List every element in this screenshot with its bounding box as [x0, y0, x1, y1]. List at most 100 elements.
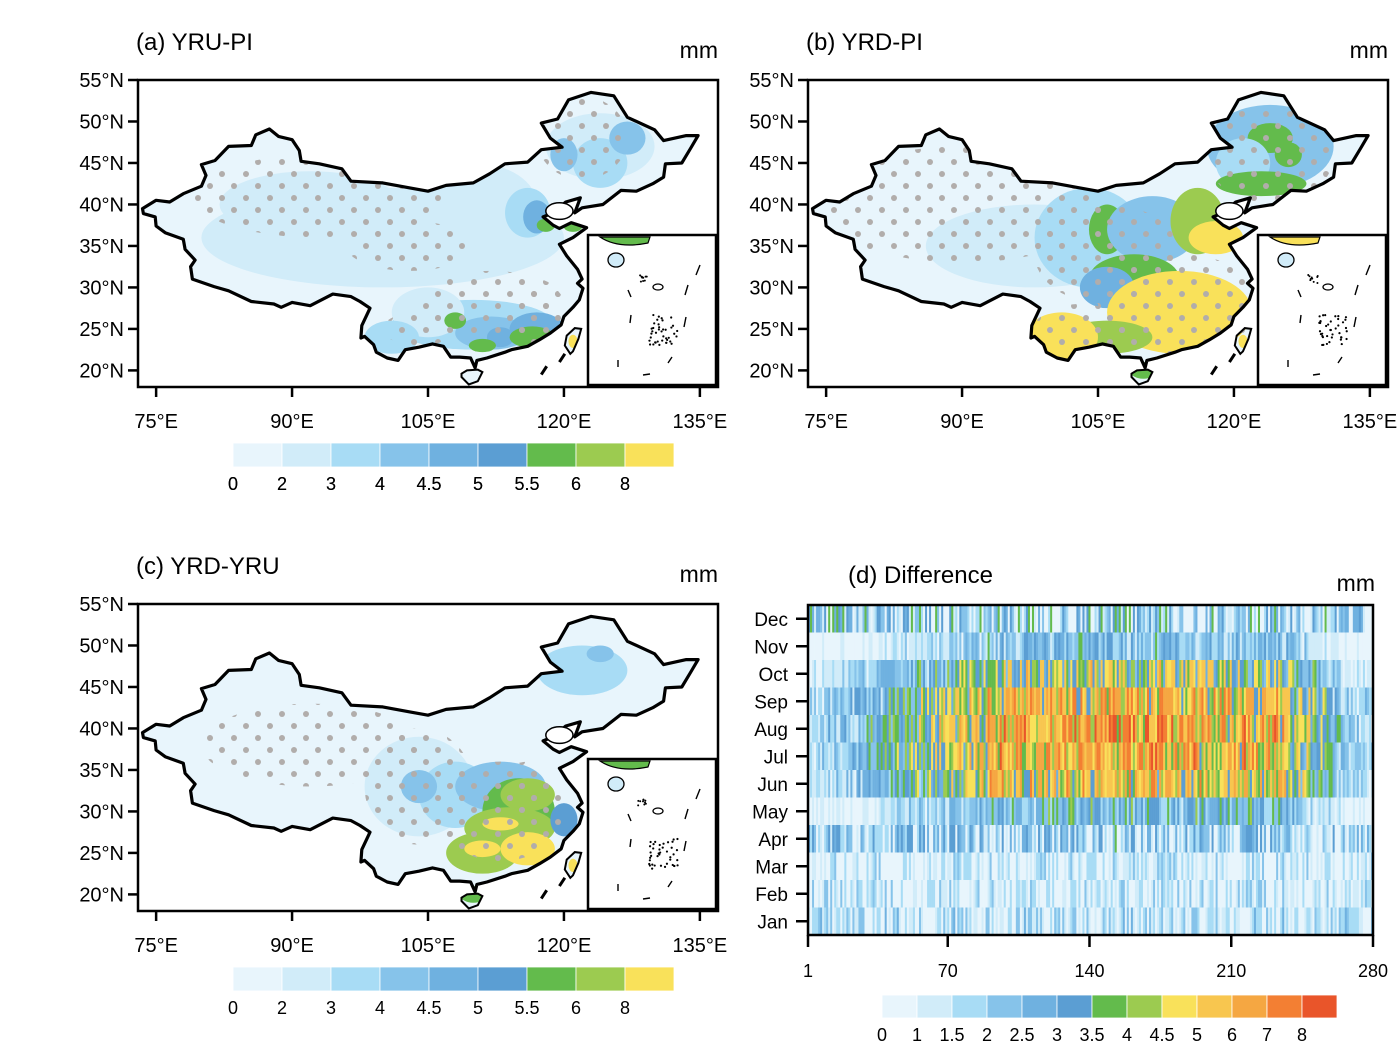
- heatmap-cell: [1278, 715, 1281, 743]
- heatmap-cell: [1036, 907, 1039, 935]
- heatmap-cell: [912, 605, 916, 633]
- heatmap-cell: [991, 715, 994, 743]
- heatmap-cell: [1034, 742, 1037, 770]
- heatmap-cell: [1324, 825, 1327, 853]
- heatmap-cell: [908, 660, 912, 688]
- heatmap-cell: [838, 907, 841, 935]
- heatmap-cell: [991, 632, 994, 660]
- heatmap-cell: [1211, 632, 1214, 660]
- heatmap-cell: [963, 825, 966, 853]
- inset-island: [662, 335, 665, 338]
- heatmap-cell: [814, 880, 817, 908]
- heatmap-cell: [862, 907, 865, 935]
- heatmap-cell: [929, 632, 932, 660]
- y-tick-label: Oct: [758, 665, 788, 686]
- heatmap-cell: [1034, 797, 1037, 825]
- heatmap-cell: [1278, 742, 1281, 770]
- heatmap-cell: [1199, 852, 1202, 880]
- heatmap-cell: [890, 687, 894, 715]
- heatmap-cell: [925, 742, 928, 770]
- heatmap-cell: [1264, 907, 1267, 935]
- heatmap-cell: [812, 742, 815, 770]
- heatmap-cell: [850, 660, 853, 688]
- heatmap-cell: [830, 742, 833, 770]
- heatmap-cell: [872, 687, 875, 715]
- heatmap-cell: [1310, 825, 1313, 853]
- heatmap-cell: [1114, 605, 1118, 633]
- heatmap-cell: [969, 742, 972, 770]
- heatmap-cell: [1040, 742, 1043, 770]
- heatmap-cell: [1003, 907, 1007, 935]
- heatmap-cell: [1118, 770, 1122, 798]
- heatmap-cell: [985, 797, 988, 825]
- heatmap-cell: [834, 660, 837, 688]
- heatmap-cell: [1068, 632, 1071, 660]
- heatmap-cell: [1021, 825, 1025, 853]
- heatmap-cell: [975, 605, 978, 633]
- heatmap-cell: [1023, 660, 1027, 688]
- heatmap-cell: [1205, 770, 1208, 798]
- heatmap-cell: [1308, 605, 1311, 633]
- heatmap-cell: [1001, 660, 1005, 688]
- heatmap-cell: [1187, 715, 1190, 743]
- heatmap-cell: [1126, 715, 1130, 743]
- heatmap-cell: [1334, 852, 1337, 880]
- heatmap-cell: [1106, 687, 1109, 715]
- heatmap-cell: [874, 742, 877, 770]
- heatmap-cell: [906, 742, 910, 770]
- heatmap-cell: [1165, 742, 1168, 770]
- heatmap-cell: [1324, 605, 1327, 633]
- heatmap-cell: [925, 770, 928, 798]
- heatmap-cell: [1360, 907, 1364, 935]
- heatmap-cell: [1086, 660, 1089, 688]
- heatmap-cell: [896, 660, 900, 688]
- heatmap-cell: [1134, 632, 1138, 660]
- heatmap-cell: [991, 687, 994, 715]
- heatmap-cell: [908, 605, 912, 633]
- heatmap-cell: [1072, 770, 1075, 798]
- heatmap-cell: [1084, 797, 1087, 825]
- heatmap-cell: [1159, 825, 1162, 853]
- heatmap-cell: [1294, 825, 1297, 853]
- heatmap-cell: [977, 797, 980, 825]
- heatmap-cell: [882, 687, 885, 715]
- heatmap-cell: [898, 632, 902, 660]
- heatmap-cell: [904, 797, 908, 825]
- heatmap-cell: [935, 797, 938, 825]
- heatmap-cell: [949, 742, 952, 770]
- heatmap-cell: [1015, 687, 1019, 715]
- heatmap-cell: [1314, 880, 1317, 908]
- heatmap-cell: [1015, 852, 1019, 880]
- heatmap-cell: [842, 715, 845, 743]
- heatmap-cell: [1237, 825, 1241, 853]
- heatmap-cell: [967, 605, 970, 633]
- heatmap-cell: [1272, 797, 1275, 825]
- heatmap-cell: [1136, 770, 1140, 798]
- nine-dash-segment: [642, 897, 651, 900]
- heatmap-cell: [981, 797, 984, 825]
- heatmap-cell: [1328, 687, 1331, 715]
- colorbar-swatch: [1126, 994, 1163, 1019]
- heatmap-cell: [1278, 852, 1281, 880]
- heatmap-cell: [1243, 660, 1247, 688]
- heatmap-cell: [840, 715, 843, 743]
- colorbar-label: 6: [1227, 1025, 1237, 1045]
- heatmap-cell: [923, 660, 926, 688]
- heatmap-cell: [1044, 715, 1047, 743]
- colorbar-label: 3.5: [1079, 1025, 1104, 1045]
- heatmap-cell: [1136, 660, 1140, 688]
- heatmap-cell: [923, 632, 926, 660]
- heatmap-cell: [1098, 907, 1101, 935]
- inset-island: [676, 859, 679, 862]
- heatmap-cell: [1316, 660, 1319, 688]
- heatmap-cell: [935, 605, 938, 633]
- heatmap-cell: [1064, 742, 1067, 770]
- heatmap-cell: [1302, 880, 1305, 908]
- inset-island: [1321, 332, 1324, 335]
- heatmap-cell: [1078, 797, 1081, 825]
- heatmap-cell: [1034, 605, 1037, 633]
- heatmap-cell: [1068, 852, 1071, 880]
- colorbar: 0 2 3 4 4.5 5 5.5 6 8: [228, 966, 675, 1018]
- heatmap-cell: [1298, 880, 1301, 908]
- heatmap-cell: [1058, 770, 1061, 798]
